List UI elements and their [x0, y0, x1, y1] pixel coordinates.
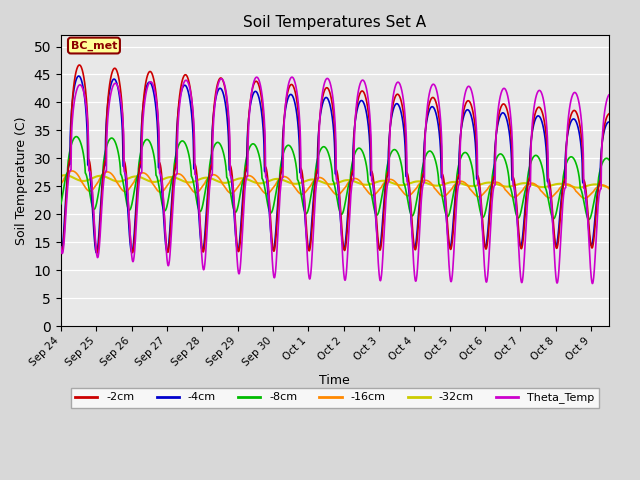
-2cm	[58, 251, 65, 256]
-4cm	[605, 119, 612, 125]
-8cm	[85, 187, 93, 192]
Theta_Temp	[309, 234, 317, 240]
-32cm	[324, 181, 332, 187]
Theta_Temp	[589, 281, 596, 287]
-2cm	[489, 178, 497, 184]
-16cm	[57, 181, 65, 187]
-32cm	[57, 173, 65, 179]
Theta_Temp	[605, 92, 612, 98]
-32cm	[61, 172, 69, 178]
-8cm	[605, 157, 612, 163]
-8cm	[589, 203, 597, 209]
-16cm	[589, 189, 597, 194]
-2cm	[86, 158, 93, 164]
-32cm	[85, 177, 93, 182]
-16cm	[589, 189, 597, 194]
Line: Theta_Temp: Theta_Temp	[61, 77, 609, 284]
Theta_Temp	[589, 278, 597, 284]
-32cm	[605, 185, 612, 191]
Line: -4cm: -4cm	[61, 76, 609, 253]
Title: Soil Temperatures Set A: Soil Temperatures Set A	[243, 15, 426, 30]
-4cm	[75, 73, 83, 79]
-32cm	[489, 180, 497, 186]
-2cm	[57, 248, 65, 253]
-4cm	[324, 96, 332, 102]
-16cm	[489, 180, 497, 186]
-4cm	[58, 251, 65, 256]
-2cm	[589, 240, 597, 245]
-16cm	[605, 186, 612, 192]
-32cm	[589, 181, 597, 187]
-2cm	[76, 62, 83, 68]
-8cm	[589, 202, 597, 207]
-4cm	[589, 232, 597, 238]
-32cm	[574, 185, 582, 191]
-8cm	[585, 216, 593, 222]
-4cm	[86, 167, 93, 173]
-2cm	[605, 111, 612, 117]
Theta_Temp	[324, 75, 332, 81]
-16cm	[581, 195, 589, 201]
Theta_Temp	[85, 168, 93, 173]
-8cm	[72, 134, 80, 140]
-2cm	[310, 205, 317, 211]
-8cm	[324, 148, 332, 154]
-2cm	[324, 85, 332, 91]
-4cm	[589, 234, 597, 240]
-32cm	[309, 177, 317, 182]
-4cm	[489, 178, 497, 184]
Line: -8cm: -8cm	[61, 137, 609, 219]
Theta_Temp	[589, 276, 597, 282]
-16cm	[85, 188, 93, 194]
-2cm	[589, 241, 597, 247]
-16cm	[324, 181, 332, 187]
Line: -32cm: -32cm	[61, 175, 609, 188]
Line: -2cm: -2cm	[61, 65, 609, 253]
-32cm	[589, 181, 597, 187]
-16cm	[309, 179, 317, 184]
Y-axis label: Soil Temperature (C): Soil Temperature (C)	[15, 117, 28, 245]
Theta_Temp	[489, 193, 497, 199]
Legend: -2cm, -4cm, -8cm, -16cm, -32cm, Theta_Temp: -2cm, -4cm, -8cm, -16cm, -32cm, Theta_Te…	[70, 388, 599, 408]
-8cm	[489, 171, 497, 177]
-16cm	[68, 168, 76, 174]
-4cm	[57, 251, 65, 256]
-4cm	[310, 197, 317, 203]
Theta_Temp	[57, 244, 65, 250]
Text: BC_met: BC_met	[71, 40, 117, 51]
-8cm	[57, 201, 65, 207]
Line: -16cm: -16cm	[61, 171, 609, 198]
X-axis label: Time: Time	[319, 374, 350, 387]
-8cm	[309, 182, 317, 188]
Theta_Temp	[288, 74, 296, 80]
